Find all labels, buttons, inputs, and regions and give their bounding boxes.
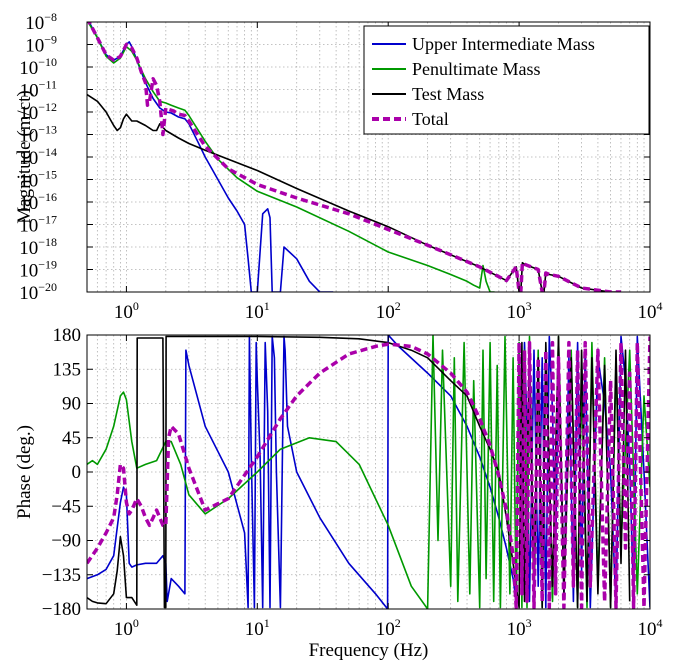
- y-tick-label: 180: [53, 325, 82, 346]
- y-axis-label: Phase (deg.): [14, 425, 35, 519]
- legend-box: [363, 25, 650, 135]
- y-tick-label: 10−9: [25, 33, 57, 57]
- x-tick-label: 100: [114, 299, 139, 323]
- y-tick-label: 10−15: [19, 168, 57, 192]
- x-tick-label: 103: [507, 299, 532, 323]
- y-tick-label: −90: [51, 531, 81, 552]
- x-tick-label: 102: [376, 299, 401, 323]
- y-tick-label: 10−14: [19, 145, 57, 169]
- x-axis-label: Frequency (Hz): [309, 640, 429, 661]
- y-axis-label: Magnitude (m/ct): [14, 90, 35, 224]
- series-line-upper-intermediate-mass: [87, 335, 650, 609]
- y-tick-label: 10−11: [20, 78, 57, 102]
- legend: Upper Intermediate Mass Penultimate Mass T…: [363, 25, 650, 135]
- x-tick-label: 102: [376, 616, 401, 640]
- legend-label: Upper Intermediate Mass: [412, 34, 595, 54]
- x-tick-label: 104: [638, 616, 663, 640]
- x-tick-label: 101: [245, 299, 270, 323]
- y-tick-label: −135: [42, 565, 81, 586]
- series-line-total: [87, 22, 621, 292]
- y-tick-label: 10−10: [19, 55, 57, 79]
- y-tick-label: 10−19: [19, 258, 57, 282]
- ticks: 100 101 102 103 10410−810−910−1010−1110−1210…: [19, 10, 662, 323]
- series-line-upper-intermediate-mass: [88, 22, 334, 292]
- y-tick-label: 10−16: [19, 190, 57, 214]
- x-tick-label: 103: [507, 616, 532, 640]
- legend-label: Total: [412, 109, 449, 129]
- y-tick-label: 10−13: [19, 123, 57, 147]
- y-tick-label: 10−17: [19, 213, 57, 237]
- y-tick-label: 10−20: [19, 280, 57, 304]
- y-tick-label: 10−12: [19, 100, 57, 124]
- phase-panel: 100 101 102 103 104 180 135 90 45 0 −45 −90 −135 −180…: [14, 325, 663, 661]
- y-tick-label: 90: [62, 394, 81, 415]
- series-line-test-mass: [87, 335, 631, 609]
- x-tick-label: 104: [638, 299, 663, 323]
- series-group: [87, 22, 621, 292]
- y-tick-label: 135: [53, 359, 82, 380]
- legend-label: Penultimate Mass: [412, 59, 541, 79]
- series-group: [87, 335, 650, 609]
- y-tick-label: 45: [62, 428, 81, 449]
- x-tick-label: 100: [114, 616, 139, 640]
- y-tick-label: 10−8: [25, 10, 57, 34]
- series-line-test-mass: [87, 93, 621, 292]
- y-tick-label: 10−18: [19, 235, 57, 259]
- series-line-penultimate-mass: [87, 22, 495, 292]
- y-tick-label: −45: [51, 496, 81, 517]
- y-tick-label: −180: [42, 599, 81, 620]
- magnitude-panel: 100 101 102 103 10410−810−910−1010−1110−1210…: [14, 10, 663, 323]
- legend-label: Test Mass: [412, 84, 484, 104]
- x-tick-label: 101: [245, 616, 270, 640]
- series-line-total: [87, 336, 650, 609]
- ticks: 100 101 102 103 104 180 135 90 45 0 −45 −90 −135 −180: [42, 325, 663, 640]
- y-tick-label: 0: [72, 462, 82, 483]
